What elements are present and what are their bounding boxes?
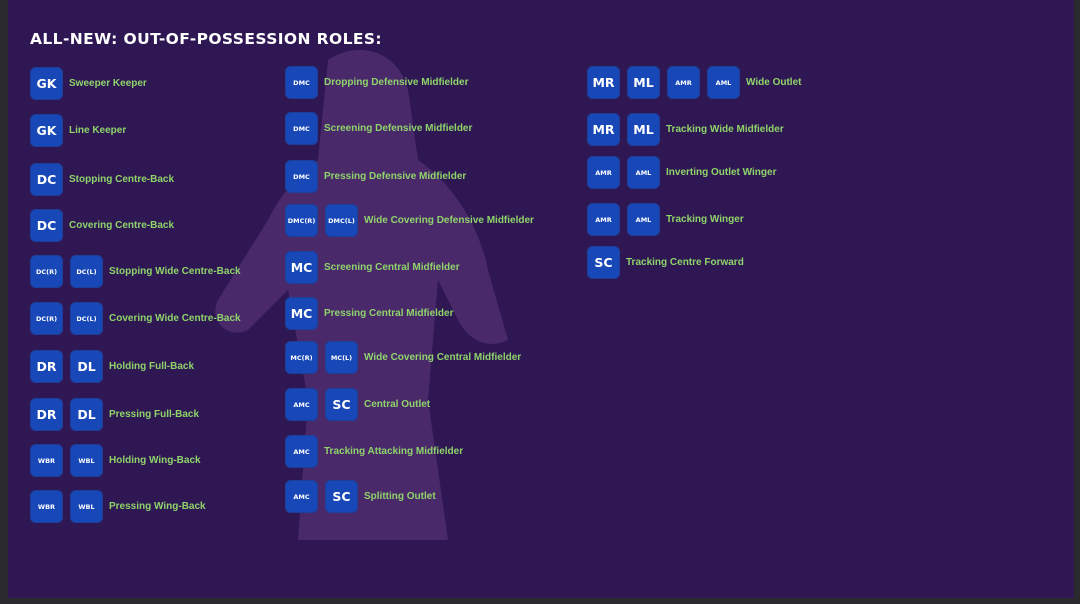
role-row: MC Pressing Central Midfielder <box>285 297 453 330</box>
role-row: WBR WBL Holding Wing-Back <box>30 444 201 477</box>
role-row: DR DL Holding Full-Back <box>30 350 194 383</box>
role-row: MC Screening Central Midfielder <box>285 251 460 284</box>
role-label: Wide Covering Defensive Midfielder <box>364 215 534 226</box>
role-row: AMC Tracking Attacking Midfielder <box>285 435 463 468</box>
role-label: Central Outlet <box>364 399 431 410</box>
position-badge: DMC <box>285 160 318 193</box>
role-label: Line Keeper <box>69 125 127 136</box>
position-badge: GK <box>30 67 63 100</box>
role-label: Holding Wing-Back <box>109 455 201 466</box>
page-title: ALL-NEW: OUT-OF-POSSESSION ROLES: <box>30 30 383 48</box>
role-row: DR DL Pressing Full-Back <box>30 398 199 431</box>
role-label: Pressing Full-Back <box>109 409 200 420</box>
role-label: Stopping Wide Centre-Back <box>109 266 241 277</box>
role-row: DMC Screening Defensive Midfielder <box>285 112 472 145</box>
role-label: Covering Wide Centre-Back <box>109 313 241 324</box>
role-label: Wide Outlet <box>746 77 802 88</box>
position-badge: WBR <box>30 490 63 523</box>
role-label: Splitting Outlet <box>364 491 436 502</box>
role-row: MR ML Tracking Wide Midfielder <box>587 113 784 146</box>
position-badge: AMC <box>285 388 318 421</box>
role-label: Tracking Winger <box>666 214 744 225</box>
role-row: AMR AML Inverting Outlet Winger <box>587 156 776 189</box>
position-badge: DL <box>70 350 103 383</box>
role-row: DC(R) DC(L) Covering Wide Centre-Back <box>30 302 241 335</box>
position-badge: WBR <box>30 444 63 477</box>
position-badge: DMC(R) <box>285 204 318 237</box>
position-badge: MC <box>285 297 318 330</box>
role-row: SC Tracking Centre Forward <box>587 246 744 279</box>
position-badge: AML <box>627 156 660 189</box>
role-label: Screening Central Midfielder <box>324 262 460 273</box>
position-badge: DR <box>30 398 63 431</box>
role-row: WBR WBL Pressing Wing-Back <box>30 490 206 523</box>
role-row: AMC SC Central Outlet <box>285 388 430 421</box>
role-label: Stopping Centre-Back <box>69 174 175 185</box>
position-badge: GK <box>30 114 63 147</box>
role-label: Tracking Attacking Midfielder <box>324 446 464 457</box>
player-silhouette-watermark <box>215 50 508 540</box>
position-badge: SC <box>587 246 620 279</box>
position-badge: DL <box>70 398 103 431</box>
position-badge: ML <box>627 66 660 99</box>
role-label: Pressing Wing-Back <box>109 501 206 512</box>
position-badge: AMR <box>667 66 700 99</box>
role-row: AMR AML Tracking Winger <box>587 203 744 236</box>
position-badge: AMC <box>285 480 318 513</box>
position-badge: AML <box>707 66 740 99</box>
position-badge: WBL <box>70 490 103 523</box>
position-badge: AML <box>627 203 660 236</box>
position-badge: DC <box>30 209 63 242</box>
position-badge: AMR <box>587 203 620 236</box>
position-badge: DC(L) <box>70 302 103 335</box>
role-row: DC Stopping Centre-Back <box>30 163 174 196</box>
position-badge: DC(R) <box>30 302 63 335</box>
role-label: Covering Centre-Back <box>69 220 175 231</box>
position-badge: MR <box>587 113 620 146</box>
position-badge: MR <box>587 66 620 99</box>
role-label: Inverting Outlet Winger <box>666 167 777 178</box>
role-label: Pressing Central Midfielder <box>324 308 454 319</box>
infographic: ALL-NEW: OUT-OF-POSSESSION ROLES: GK Swee… <box>8 0 1074 598</box>
role-row: DC(R) DC(L) Stopping Wide Centre-Back <box>30 255 241 288</box>
role-row: DC Covering Centre-Back <box>30 209 174 242</box>
position-badge: DC(L) <box>70 255 103 288</box>
role-row: DMC(R) DMC(L) Wide Covering Defensive Midf… <box>285 204 534 237</box>
role-label: Tracking Centre Forward <box>626 257 744 268</box>
position-badge: MC(R) <box>285 341 318 374</box>
position-badge: ML <box>627 113 660 146</box>
position-badge: DMC <box>285 112 318 145</box>
role-label: Tracking Wide Midfielder <box>666 124 784 135</box>
role-label: Wide Covering Central Midfielder <box>364 352 522 363</box>
role-row: DMC Dropping Defensive Midfielder <box>285 66 468 99</box>
position-badge: SC <box>325 480 358 513</box>
role-row: MC(R) MC(L) Wide Covering Central Midfield… <box>285 341 521 374</box>
position-badge: DR <box>30 350 63 383</box>
role-label: Screening Defensive Midfielder <box>324 123 473 134</box>
position-badge: SC <box>325 388 358 421</box>
position-badge: DMC <box>285 66 318 99</box>
position-badge: DC(R) <box>30 255 63 288</box>
role-row: DMC Pressing Defensive Midfielder <box>285 160 466 193</box>
position-badge: DMC(L) <box>325 204 358 237</box>
role-label: Sweeper Keeper <box>69 78 147 89</box>
position-badge: AMR <box>587 156 620 189</box>
position-badge: MC <box>285 251 318 284</box>
role-row: GK Sweeper Keeper <box>30 67 147 100</box>
position-badge: WBL <box>70 444 103 477</box>
position-badge: AMC <box>285 435 318 468</box>
role-label: Pressing Defensive Midfielder <box>324 171 467 182</box>
role-label: Holding Full-Back <box>109 361 194 372</box>
role-label: Dropping Defensive Midfielder <box>324 77 469 88</box>
position-badge: MC(L) <box>325 341 358 374</box>
position-badge: DC <box>30 163 63 196</box>
role-row: GK Line Keeper <box>30 114 126 147</box>
role-row: MR ML AMR AML Wide Outlet <box>587 66 801 99</box>
role-row: AMC SC Splitting Outlet <box>285 480 436 513</box>
